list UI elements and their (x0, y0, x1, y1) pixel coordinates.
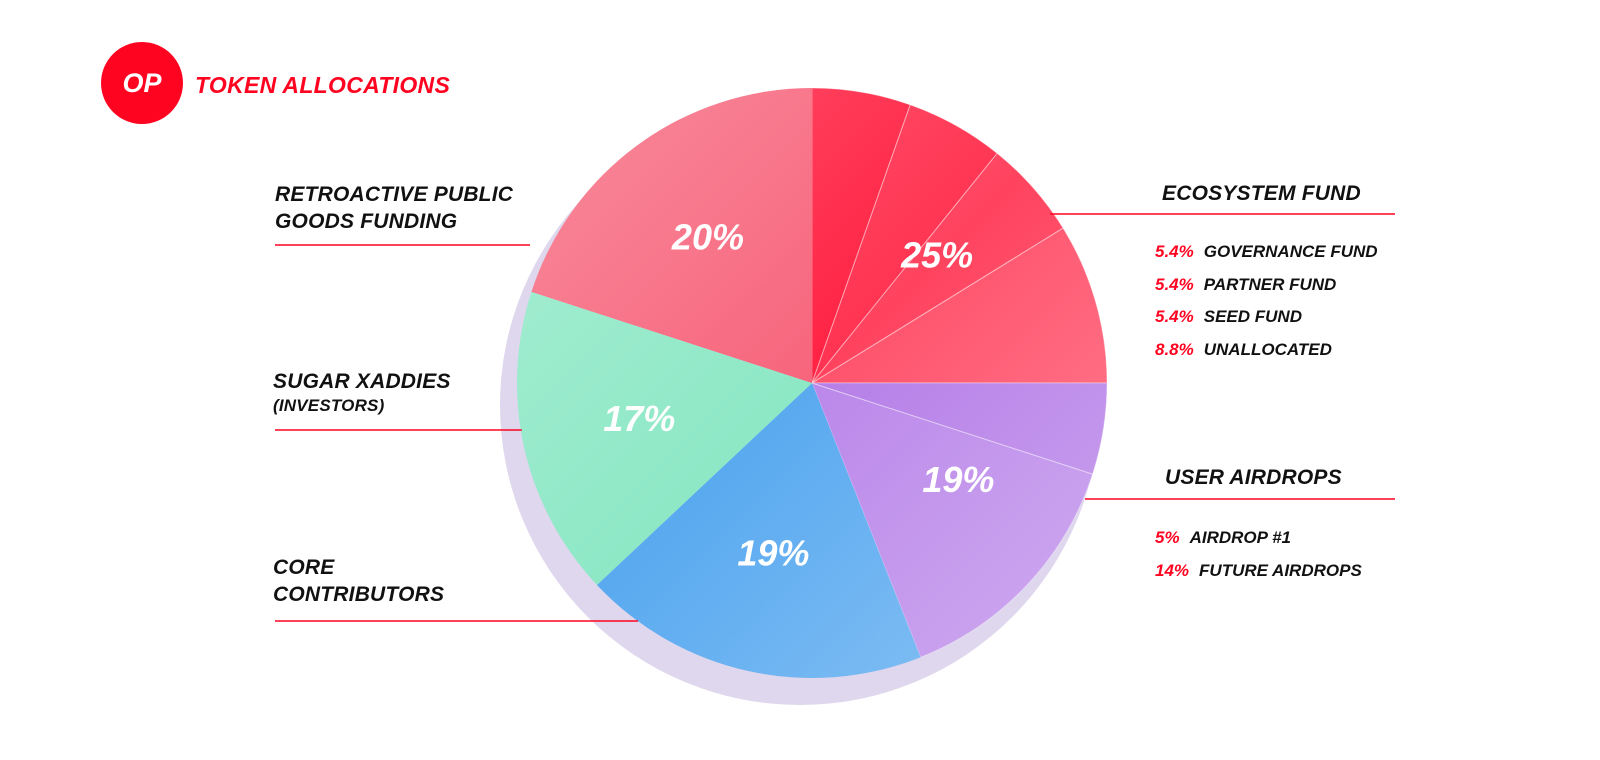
slice-name: SUGAR XADDIES (273, 370, 451, 393)
breakdown-name: FUTURE AIRDROPS (1199, 560, 1362, 580)
breakdown-value: 14% (1155, 560, 1190, 580)
slice-value-label: 17% (603, 398, 675, 439)
slice-label: ECOSYSTEM FUND (1162, 180, 1462, 207)
slice-note: (INVESTORS) (273, 396, 385, 415)
breakdown-item: 14% FUTURE AIRDROPS (1155, 561, 1362, 581)
breakdown-name: SEED FUND (1203, 307, 1302, 326)
slice-label: RETROACTIVE PUBLIC GOODS FUNDING (275, 181, 533, 235)
chart-title: TOKEN ALLOCATIONS (195, 72, 451, 98)
breakdown-name: PARTNER FUND (1203, 274, 1337, 294)
breakdown-name: UNALLOCATED (1203, 339, 1332, 359)
slice-name: ECOSYSTEM FUND (1162, 182, 1361, 205)
breakdown-value: 5.4% (1155, 242, 1194, 261)
breakdown-value: 5.4% (1155, 307, 1194, 326)
slice-name: RETROACTIVE PUBLIC GOODS FUNDING (275, 183, 514, 233)
breakdown-item: 5.4% GOVERNANCE FUND (1155, 242, 1378, 262)
slice-label: CORE CONTRIBUTORS (273, 554, 463, 608)
breakdown-item: 5.4% PARTNER FUND (1155, 275, 1336, 295)
breakdown-value: 8.8% (1155, 339, 1194, 359)
breakdown-item: 5.4% SEED FUND (1155, 307, 1302, 327)
slice-label: SUGAR XADDIES (INVESTORS) (273, 368, 533, 417)
breakdown-value: 5.4% (1155, 274, 1194, 294)
slice-label: USER AIRDROPS (1165, 464, 1465, 491)
slice-name: CORE CONTRIBUTORS (273, 556, 445, 606)
breakdown-item: 5% AIRDROP #1 (1155, 528, 1291, 548)
slice-value-label: 19% (737, 532, 809, 573)
breakdown-value: 5% (1155, 528, 1180, 547)
slice-value-label: 20% (671, 216, 744, 257)
breakdown-item: 8.8% UNALLOCATED (1155, 340, 1332, 360)
slice-value-label: 25% (900, 234, 973, 275)
logo: OP (101, 42, 183, 124)
breakdown-name: AIRDROP #1 (1189, 528, 1291, 547)
breakdown-name: GOVERNANCE FUND (1203, 242, 1378, 261)
slice-value-label: 19% (922, 459, 994, 500)
slice-name: USER AIRDROPS (1165, 466, 1342, 489)
